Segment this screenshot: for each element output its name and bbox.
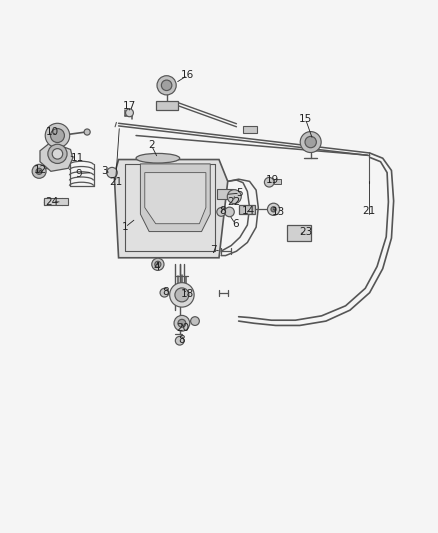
Text: 22: 22 — [227, 197, 240, 207]
Polygon shape — [40, 142, 73, 171]
Text: 21: 21 — [362, 206, 375, 216]
Text: 16: 16 — [181, 70, 194, 80]
FancyBboxPatch shape — [274, 179, 282, 184]
Text: 3: 3 — [101, 166, 107, 176]
Circle shape — [126, 109, 134, 117]
Text: 24: 24 — [46, 197, 59, 207]
Text: 23: 23 — [299, 228, 312, 237]
Circle shape — [265, 177, 274, 187]
Circle shape — [152, 258, 164, 270]
Text: 21: 21 — [109, 177, 122, 187]
Text: 10: 10 — [46, 127, 59, 137]
FancyBboxPatch shape — [155, 101, 178, 110]
Text: 15: 15 — [299, 114, 312, 124]
Polygon shape — [141, 164, 210, 231]
Text: 5: 5 — [237, 188, 243, 198]
Text: 14: 14 — [242, 206, 255, 216]
Circle shape — [160, 288, 169, 297]
Text: 19: 19 — [266, 175, 279, 185]
Text: 11: 11 — [71, 153, 84, 163]
Circle shape — [305, 136, 316, 148]
Text: 1: 1 — [122, 222, 128, 232]
Text: 13: 13 — [271, 207, 285, 217]
Circle shape — [45, 123, 70, 148]
Circle shape — [52, 149, 63, 159]
FancyBboxPatch shape — [287, 224, 311, 241]
Text: 8: 8 — [179, 335, 185, 345]
Circle shape — [225, 207, 234, 217]
Circle shape — [170, 282, 194, 307]
Circle shape — [36, 168, 42, 174]
Text: 17: 17 — [123, 101, 136, 111]
Text: 12: 12 — [34, 165, 47, 175]
Text: 6: 6 — [232, 219, 238, 229]
Circle shape — [84, 129, 90, 135]
Circle shape — [271, 207, 276, 212]
Circle shape — [268, 203, 280, 215]
Circle shape — [50, 128, 64, 142]
Text: 8: 8 — [162, 287, 169, 297]
FancyBboxPatch shape — [244, 126, 258, 133]
Circle shape — [227, 190, 241, 204]
Circle shape — [161, 80, 172, 91]
Circle shape — [155, 261, 161, 268]
Circle shape — [157, 76, 176, 95]
Circle shape — [300, 132, 321, 152]
Text: 18: 18 — [181, 288, 194, 298]
Text: 2: 2 — [148, 140, 155, 150]
FancyBboxPatch shape — [44, 198, 68, 205]
Text: 7: 7 — [210, 245, 217, 255]
Circle shape — [191, 317, 199, 326]
Circle shape — [217, 207, 226, 216]
Text: 9: 9 — [75, 168, 82, 179]
Text: 8: 8 — [219, 206, 226, 216]
Circle shape — [32, 164, 46, 179]
Polygon shape — [145, 173, 206, 224]
FancyBboxPatch shape — [239, 205, 255, 214]
Circle shape — [178, 319, 186, 327]
Circle shape — [48, 144, 67, 164]
Text: 20: 20 — [177, 324, 190, 334]
Ellipse shape — [136, 154, 180, 163]
Circle shape — [174, 316, 190, 331]
FancyBboxPatch shape — [217, 189, 233, 199]
Circle shape — [175, 336, 184, 345]
Polygon shape — [114, 159, 228, 258]
Circle shape — [107, 167, 117, 178]
Text: 4: 4 — [154, 262, 160, 272]
Circle shape — [175, 288, 189, 302]
